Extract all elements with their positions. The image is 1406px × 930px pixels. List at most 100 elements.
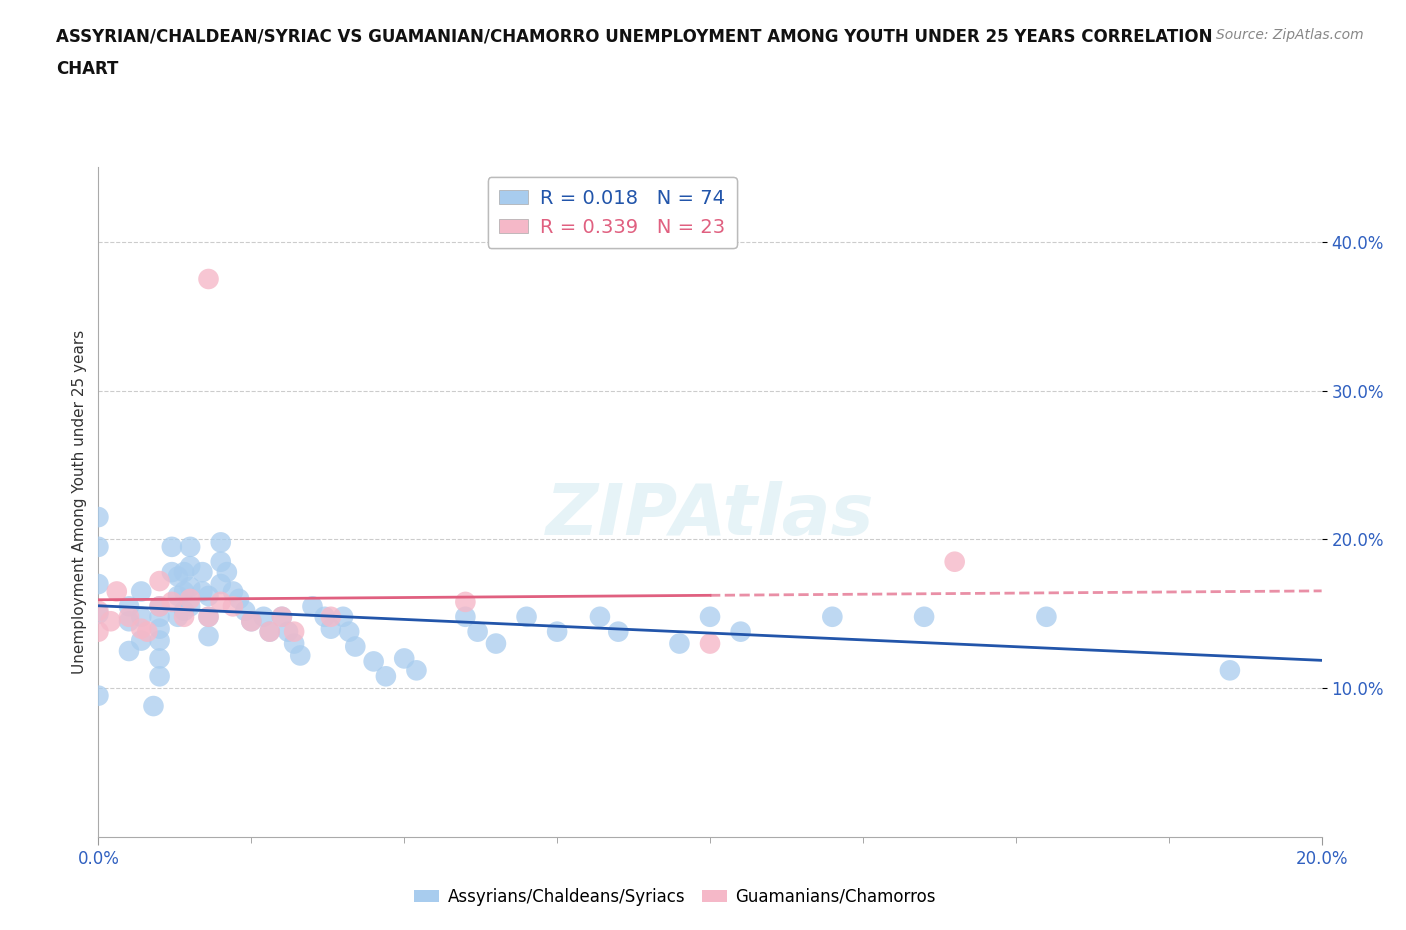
Point: [301, 599, 323, 614]
Point: [912, 609, 935, 624]
Point: [197, 609, 219, 624]
Point: [270, 609, 292, 624]
Point: [485, 636, 508, 651]
Point: [129, 609, 152, 624]
Text: ZIPAtlas: ZIPAtlas: [546, 481, 875, 550]
Point: [149, 651, 172, 666]
Point: [943, 554, 966, 569]
Point: [392, 651, 416, 666]
Point: [149, 633, 172, 648]
Point: [149, 621, 172, 636]
Point: [149, 599, 172, 614]
Point: [233, 604, 256, 618]
Point: [405, 663, 427, 678]
Point: [454, 609, 477, 624]
Point: [118, 609, 141, 624]
Point: [149, 574, 172, 589]
Point: [191, 584, 214, 599]
Point: [252, 609, 274, 624]
Text: ASSYRIAN/CHALDEAN/SYRIAC VS GUAMANIAN/CHAMORRO UNEMPLOYMENT AMONG YOUTH UNDER 25: ASSYRIAN/CHALDEAN/SYRIAC VS GUAMANIAN/CH…: [56, 28, 1213, 46]
Point: [149, 599, 172, 614]
Point: [240, 614, 263, 629]
Point: [87, 624, 110, 639]
Point: [222, 599, 245, 614]
Point: [283, 636, 305, 651]
Point: [173, 584, 195, 599]
Point: [179, 591, 201, 606]
Point: [87, 539, 110, 554]
Point: [173, 565, 195, 579]
Point: [129, 584, 152, 599]
Point: [179, 599, 201, 614]
Point: [149, 609, 172, 624]
Point: [160, 539, 183, 554]
Text: CHART: CHART: [56, 60, 118, 78]
Point: [344, 639, 367, 654]
Point: [118, 614, 141, 629]
Point: [149, 669, 172, 684]
Point: [277, 624, 299, 639]
Point: [167, 589, 190, 604]
Point: [105, 584, 128, 599]
Point: [607, 624, 630, 639]
Point: [136, 624, 159, 639]
Point: [270, 609, 292, 624]
Point: [160, 565, 183, 579]
Point: [129, 621, 152, 636]
Point: [100, 614, 122, 629]
Point: [454, 594, 477, 609]
Point: [228, 591, 250, 606]
Point: [467, 624, 489, 639]
Point: [191, 565, 214, 579]
Point: [142, 698, 165, 713]
Point: [87, 688, 110, 703]
Point: [173, 609, 195, 624]
Point: [516, 609, 538, 624]
Point: [197, 629, 219, 644]
Point: [209, 554, 232, 569]
Point: [87, 606, 110, 621]
Point: [374, 669, 396, 684]
Point: [209, 577, 232, 591]
Point: [319, 621, 342, 636]
Point: [699, 636, 721, 651]
Point: [179, 539, 201, 554]
Legend: R = 0.018   N = 74, R = 0.339   N = 23: R = 0.018 N = 74, R = 0.339 N = 23: [488, 177, 737, 248]
Point: [118, 644, 141, 658]
Point: [337, 624, 360, 639]
Point: [589, 609, 612, 624]
Point: [730, 624, 752, 639]
Point: [259, 624, 281, 639]
Point: [222, 584, 245, 599]
Point: [319, 609, 342, 624]
Point: [197, 589, 219, 604]
Point: [160, 594, 183, 609]
Point: [546, 624, 568, 639]
Point: [215, 565, 238, 579]
Point: [167, 609, 190, 624]
Point: [283, 624, 305, 639]
Point: [197, 272, 219, 286]
Point: [821, 609, 844, 624]
Point: [87, 577, 110, 591]
Point: [209, 594, 232, 609]
Point: [87, 510, 110, 525]
Point: [167, 569, 190, 584]
Point: [332, 609, 354, 624]
Point: [87, 604, 110, 618]
Point: [179, 579, 201, 594]
Point: [1035, 609, 1057, 624]
Point: [668, 636, 690, 651]
Point: [197, 609, 219, 624]
Point: [173, 604, 195, 618]
Legend: Assyrians/Chaldeans/Syriacs, Guamanians/Chamorros: Assyrians/Chaldeans/Syriacs, Guamanians/…: [408, 881, 942, 912]
Point: [363, 654, 385, 669]
Point: [259, 624, 281, 639]
Point: [1219, 663, 1241, 678]
Point: [118, 599, 141, 614]
Point: [290, 648, 312, 663]
Point: [314, 609, 336, 624]
Text: Source: ZipAtlas.com: Source: ZipAtlas.com: [1216, 28, 1364, 42]
Point: [209, 535, 232, 550]
Point: [179, 559, 201, 574]
